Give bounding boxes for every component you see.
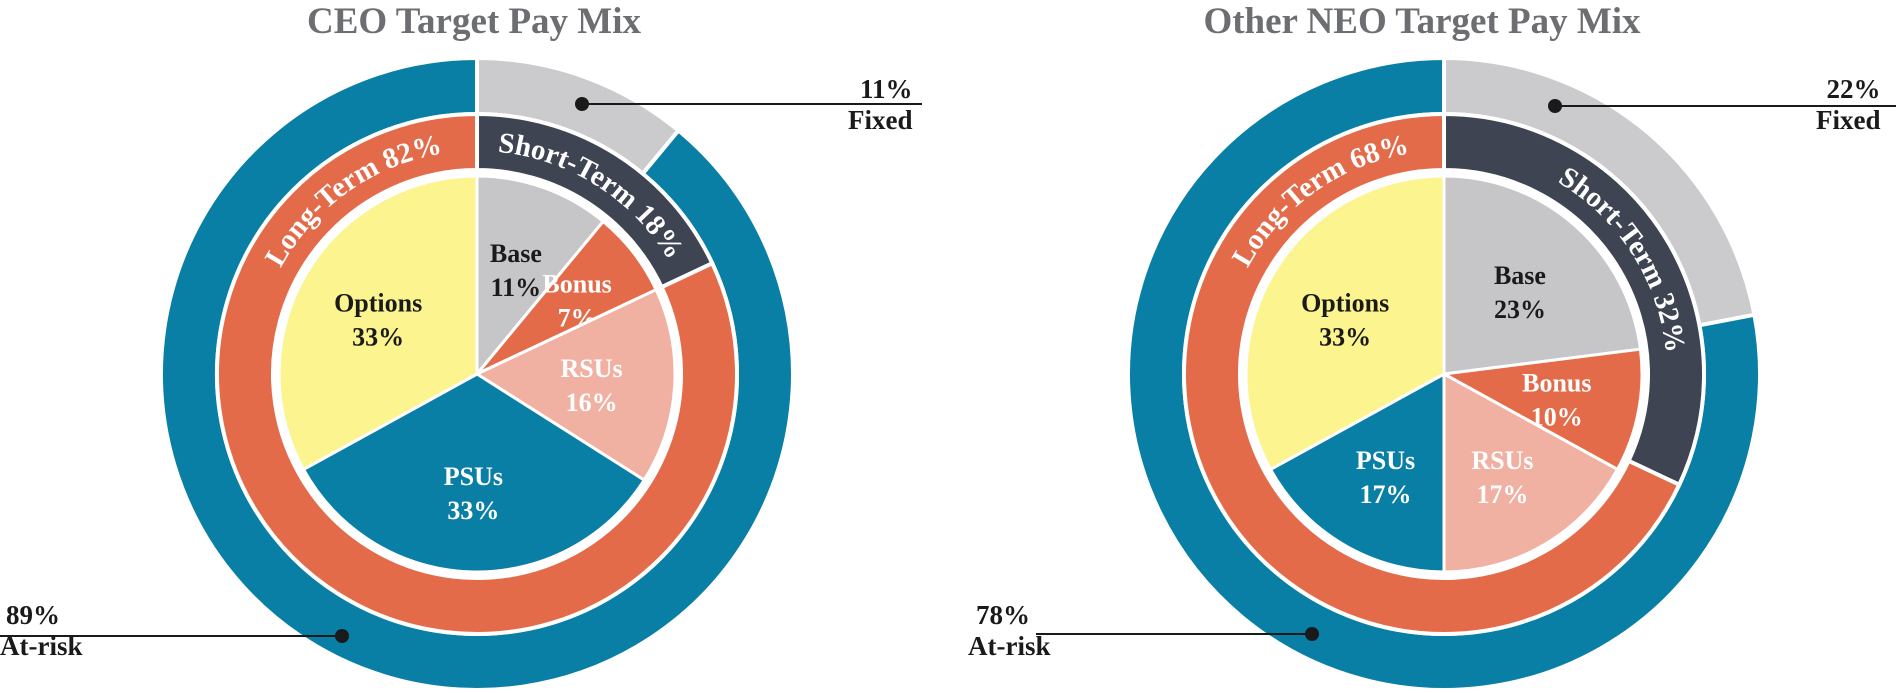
at-risk-callout-value: 89% <box>6 600 60 630</box>
fixed-callout-value: 11% <box>859 74 913 104</box>
inner-slice-options <box>1244 174 1446 472</box>
inner-label-psus: PSUs 17% <box>1356 446 1415 509</box>
at-risk-leader-dot <box>335 629 349 643</box>
inner-label-psus: PSUs 33% <box>444 462 503 525</box>
ceo-pay-mix-chart: Base 11% Bonus 7% RSUs 16% PSUs 33% Options 33% Sh… <box>0 1 922 692</box>
middle-ring-long-term <box>1182 111 1682 636</box>
at-risk-callout-label: At-risk <box>968 631 1051 661</box>
fixed-leader-dot <box>575 97 589 111</box>
neo-pay-mix-svg: Base 23%Bonus 10%RSUs 17%PSUs 17%Options 33%S… <box>1036 55 1896 692</box>
inner-label-rsus: RSUs 16% <box>561 354 623 417</box>
fixed-callout: 11% Fixed <box>848 74 913 136</box>
neo-pay-mix-chart: Base 23% Bonus 10% RSUs 17% PSUs 17% Options 33% S… <box>948 0 1896 693</box>
inner-label-base: Base 23% <box>1494 261 1546 324</box>
chart-title: CEO Target Pay Mix <box>306 1 641 42</box>
at-risk-callout-value: 78% <box>976 600 1030 630</box>
fixed-callout-label: Fixed <box>1816 105 1881 135</box>
inner-slice-rsus <box>473 287 677 483</box>
inner-label-rsus: RSUs 17% <box>1471 446 1533 509</box>
chart-title: Other NEO Target Pay Mix <box>1203 1 1641 42</box>
at-risk-callout: 89% At-risk <box>0 600 83 662</box>
fixed-leader-dot <box>1548 99 1562 113</box>
fixed-callout-label: Fixed <box>848 105 913 135</box>
inner-slice-psus <box>1268 371 1446 574</box>
inner-slice-bonus <box>1439 347 1644 472</box>
inner-slice-base <box>1442 174 1643 376</box>
at-risk-leader-dot <box>1305 627 1319 641</box>
at-risk-callout: 78% At-risk <box>968 600 1051 662</box>
ceo-pay-mix-svg: Base 11% Bonus 7%RSUs 16%PSUs 33%Options 33%Sh… <box>0 58 922 690</box>
inner-label-base: Base 11% <box>490 239 542 302</box>
at-risk-callout-label: At-risk <box>0 631 83 661</box>
fixed-callout: 22% Fixed <box>1816 74 1881 136</box>
inner-label-options: Options 33% <box>1301 289 1389 352</box>
inner-label-options: Options 33% <box>334 289 422 352</box>
middle-ring-long-term <box>215 111 739 636</box>
inner-slice-base <box>475 174 606 379</box>
fixed-callout-value: 22% <box>1826 74 1881 104</box>
inner-slice-rsus <box>1442 371 1620 574</box>
inner-slice-options <box>277 174 479 472</box>
